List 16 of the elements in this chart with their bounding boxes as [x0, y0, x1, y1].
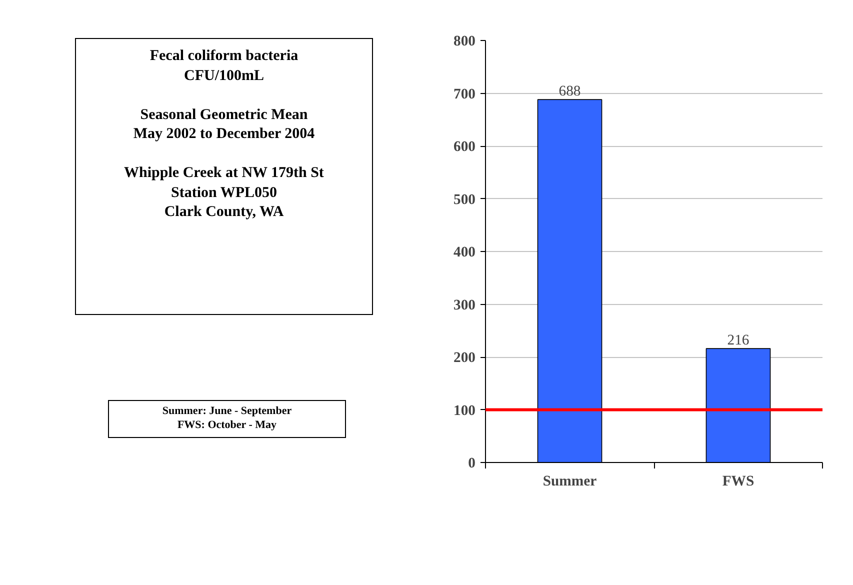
y-tick-label: 600: [454, 139, 476, 155]
y-tick-label: 100: [454, 402, 476, 419]
text: Fecal coliform bacteria CFU/100mL: [150, 48, 298, 84]
y-tick-label: 700: [454, 86, 476, 102]
data-label: 688: [558, 84, 581, 100]
y-tick-label: 500: [454, 192, 476, 208]
text: Summer: June - September FWS: October - May: [108, 400, 346, 438]
x-tick-label: Summer: [542, 474, 598, 490]
y-tick-label: 300: [454, 297, 476, 314]
x-tick-label: FWS: [722, 474, 754, 490]
text: Seasonal Geometric Mean May 2002 to December 2004 Whipple Creek at NW 179th St Station WPL050 Clark County, WA: [124, 106, 324, 220]
y-tick-label: 200: [454, 350, 476, 366]
y-tick-label: 0: [468, 456, 476, 472]
y-tick-label: 400: [454, 244, 476, 260]
y-tick-label: 800: [454, 34, 476, 50]
data-label: 216: [727, 332, 750, 349]
